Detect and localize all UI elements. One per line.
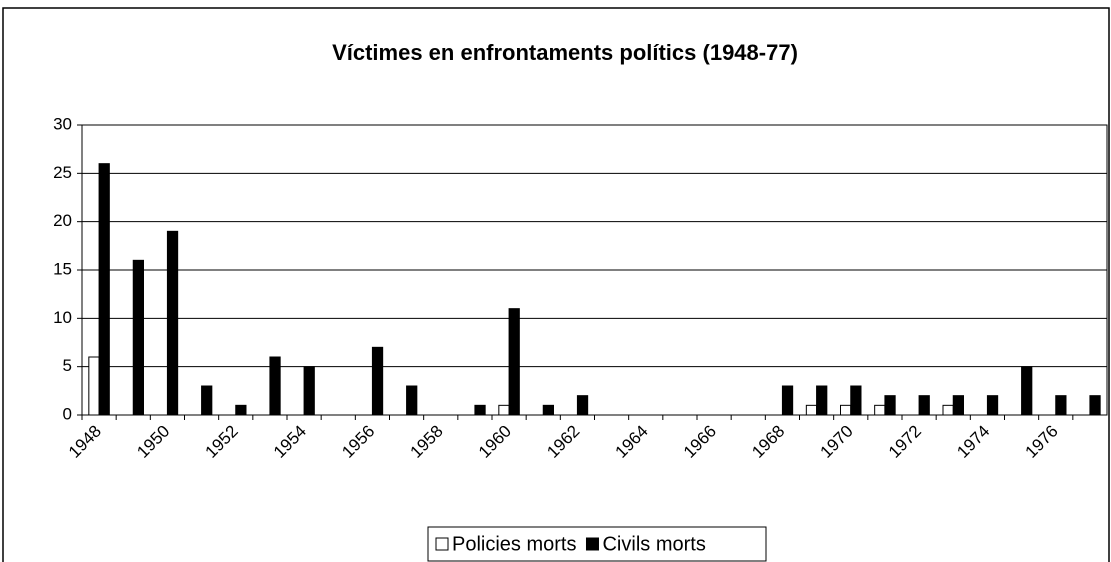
bar — [816, 385, 828, 416]
y-tick-label: 30 — [53, 114, 72, 133]
bar — [498, 404, 510, 416]
x-tick-label: 1964 — [612, 422, 652, 462]
legend-swatch — [435, 537, 449, 551]
x-tick-label: 1974 — [953, 422, 993, 462]
bar — [805, 404, 818, 416]
chart-frame — [2, 7, 1110, 562]
x-tick-label: 1972 — [885, 422, 925, 462]
x-tick-label: 1976 — [1022, 422, 1062, 462]
x-tick-label: 1954 — [270, 422, 310, 462]
y-tick-label: 15 — [53, 259, 72, 278]
bar — [201, 385, 213, 416]
bar — [166, 230, 179, 416]
chart-title: Víctimes en enfrontaments polítics (1948… — [332, 40, 798, 65]
x-tick-label: 1948 — [65, 422, 105, 462]
bar — [98, 163, 110, 416]
x-tick-label: 1958 — [407, 422, 447, 462]
x-tick-label: 1952 — [202, 422, 242, 462]
bar — [269, 356, 281, 416]
bar — [1055, 395, 1067, 416]
bar — [235, 404, 247, 416]
y-tick-label: 10 — [53, 308, 72, 327]
x-tick-label: 1962 — [543, 422, 583, 462]
bar — [918, 395, 930, 416]
y-tick-label: 0 — [63, 404, 72, 423]
x-tick-label: 1970 — [817, 422, 857, 462]
y-tick-label: 5 — [63, 356, 72, 375]
bar — [576, 395, 589, 416]
bar — [781, 385, 794, 416]
bar — [132, 259, 144, 416]
y-tick-label: 20 — [53, 211, 72, 230]
x-tick-label: 1966 — [680, 422, 720, 462]
bar — [542, 404, 554, 416]
bar — [840, 404, 852, 416]
x-tick-label: 1968 — [748, 422, 788, 462]
x-tick-label: 1956 — [338, 422, 378, 462]
bar — [406, 385, 418, 416]
bar — [986, 395, 999, 416]
bar — [850, 385, 862, 416]
bar — [952, 395, 964, 416]
legend-swatch — [585, 537, 599, 551]
bar — [88, 356, 100, 416]
bar — [303, 366, 315, 416]
bar — [884, 395, 896, 416]
x-tick-label: 1950 — [133, 422, 173, 462]
legend-label: Civils morts — [602, 533, 705, 555]
bar — [371, 346, 384, 416]
legend-label: Policies morts — [452, 533, 576, 555]
x-tick-label: 1960 — [475, 422, 515, 462]
bar — [508, 308, 520, 416]
y-tick-label: 25 — [53, 163, 72, 182]
bar — [474, 404, 486, 416]
bar — [1089, 395, 1101, 416]
bar — [942, 404, 954, 416]
bar — [1021, 366, 1033, 416]
bar — [874, 404, 886, 416]
